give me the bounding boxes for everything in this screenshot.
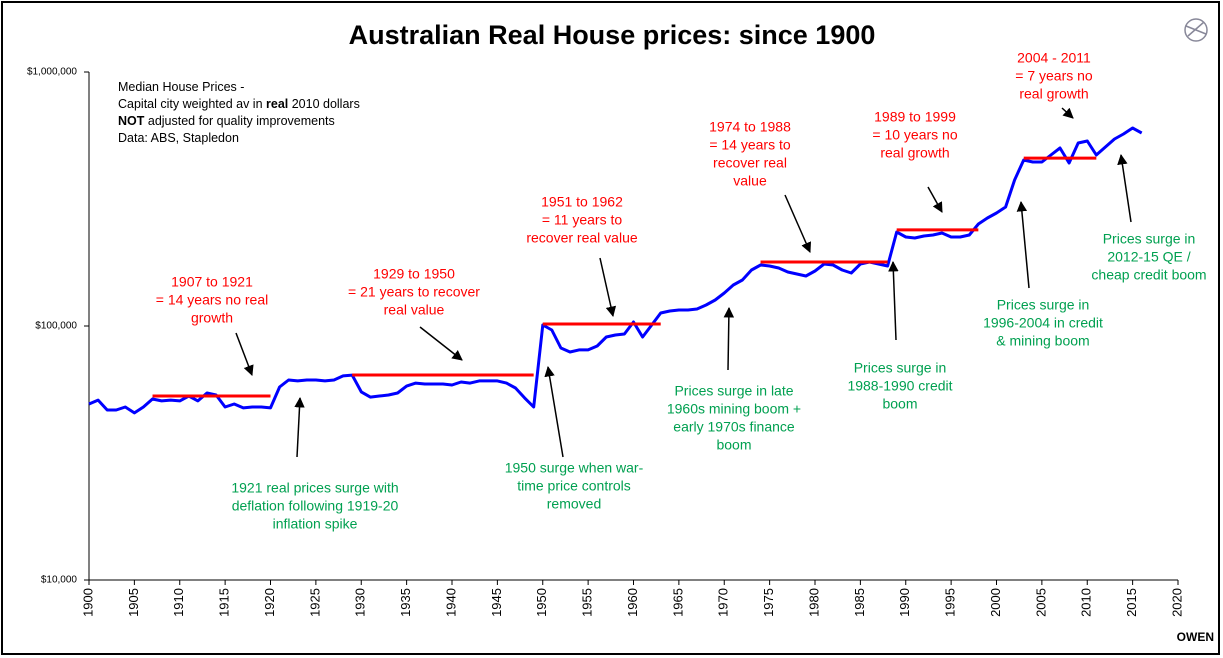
x-tick-label: 2005 bbox=[1033, 588, 1048, 617]
note-text: 2010 dollars bbox=[288, 97, 360, 111]
annotation-text: real value bbox=[384, 302, 445, 318]
logo bbox=[1184, 18, 1208, 42]
x-tick-label: 1955 bbox=[580, 588, 595, 617]
annotation-text: value bbox=[733, 173, 767, 189]
annotation-text: 1960s mining boom + bbox=[667, 401, 801, 417]
annotation-text: 2012-15 QE / bbox=[1107, 249, 1190, 265]
note-text: Median House Prices - bbox=[118, 80, 244, 94]
annotation-text: 1907 to 1921 bbox=[171, 274, 253, 290]
annotation-arrow bbox=[294, 396, 305, 458]
x-tick-label: 1950 bbox=[534, 588, 549, 617]
note-line: Data: ABS, Stapledon bbox=[118, 131, 239, 145]
x-tick-label: 1945 bbox=[489, 588, 504, 617]
price-line bbox=[88, 126, 1143, 415]
x-tick-label: 1920 bbox=[262, 588, 277, 617]
x-tick-label: 1975 bbox=[761, 588, 776, 617]
annotation-text: recover real bbox=[713, 155, 787, 171]
annotation-text: 1988-1990 credit bbox=[847, 378, 952, 394]
annotation-text: Prices surge in bbox=[997, 297, 1090, 313]
note-line: Median House Prices - bbox=[118, 80, 244, 94]
y-tick-label: $100,000 bbox=[35, 321, 77, 332]
annotation-text: real growth bbox=[880, 145, 949, 161]
x-tick-label: 1905 bbox=[126, 588, 141, 617]
footer: OWEN bbox=[1177, 630, 1214, 644]
x-tick-label: 1960 bbox=[625, 588, 640, 617]
annotation-text: time price controls bbox=[517, 478, 631, 494]
annotation-text: deflation following 1919-20 bbox=[232, 498, 399, 514]
x-tick-label: 1935 bbox=[398, 588, 413, 617]
annotation-text: 1950 surge when war- bbox=[505, 460, 644, 476]
annotation-text: 1974 to 1988 bbox=[709, 119, 791, 135]
x-tick-label: 2010 bbox=[1079, 588, 1094, 617]
annotation-text: recover real value bbox=[526, 230, 637, 246]
annotation-text: Prices surge in bbox=[1103, 231, 1196, 247]
annotation-text: 1929 to 1950 bbox=[373, 266, 455, 282]
annotation-arrow bbox=[1061, 107, 1074, 119]
annotation-text: = 14 years to bbox=[709, 137, 791, 153]
chart-title: Australian Real House prices: since 1900 bbox=[349, 20, 876, 50]
annotation-text: 1951 to 1962 bbox=[541, 194, 623, 210]
annotation-arrow bbox=[927, 186, 943, 213]
x-tick-label: 2015 bbox=[1124, 588, 1139, 617]
annotation-arrow bbox=[544, 365, 564, 458]
x-tick-label: 1980 bbox=[806, 588, 821, 617]
note-text: Capital city weighted av in bbox=[118, 97, 266, 111]
note-text: Data: ABS, Stapledon bbox=[118, 131, 239, 145]
annotation-text: Prices surge in late bbox=[674, 383, 793, 399]
annotation-arrow bbox=[888, 260, 899, 341]
annotation-arrow bbox=[784, 194, 812, 253]
x-tick-label: 1900 bbox=[80, 588, 95, 617]
annotation-text: = 7 years no bbox=[1015, 68, 1093, 84]
note-line: NOT adjusted for quality improvements bbox=[118, 114, 335, 128]
annotation-text: real growth bbox=[1019, 86, 1088, 102]
annotation-text: = 11 years to bbox=[542, 212, 623, 228]
annotation-text: 2004 - 2011 bbox=[1017, 50, 1091, 66]
x-tick-label: 1925 bbox=[307, 588, 322, 617]
annotation-arrow bbox=[599, 257, 617, 318]
annotation-arrow bbox=[1016, 200, 1030, 289]
x-tick-label: 1940 bbox=[443, 588, 458, 617]
annotation-text: = 21 years to recover bbox=[348, 284, 480, 300]
x-tick-label: 1910 bbox=[171, 588, 186, 617]
x-tick-label: 1990 bbox=[897, 588, 912, 617]
x-tick-label: 1995 bbox=[943, 588, 958, 617]
y-tick-label: $1,000,000 bbox=[27, 67, 77, 78]
y-tick-label: $10,000 bbox=[41, 575, 78, 586]
x-tick-label: 1985 bbox=[852, 588, 867, 617]
annotation-text: 1921 real prices surge with bbox=[231, 480, 398, 496]
annotation-text: removed bbox=[547, 496, 601, 512]
annotation-text: Prices surge in bbox=[854, 360, 947, 376]
annotation-text: & mining boom bbox=[996, 333, 1089, 349]
annotation-text: inflation spike bbox=[273, 516, 358, 532]
note-text: adjusted for quality improvements bbox=[144, 114, 334, 128]
annotation-arrow bbox=[1117, 153, 1132, 223]
x-tick-label: 1915 bbox=[217, 588, 232, 617]
annotation-arrow bbox=[419, 326, 463, 361]
note-line: Capital city weighted av in real 2010 do… bbox=[118, 97, 360, 111]
annotation-text: 1989 to 1999 bbox=[874, 109, 956, 125]
annotation-text: = 14 years no real bbox=[156, 292, 268, 308]
x-tick-label: 1970 bbox=[716, 588, 731, 617]
note-text: real bbox=[266, 97, 288, 111]
annotation-text: cheap credit boom bbox=[1091, 267, 1206, 283]
annotation-text: 1996-2004 in credit bbox=[983, 315, 1103, 331]
x-tick-label: 2020 bbox=[1169, 588, 1184, 617]
x-tick-label: 1930 bbox=[353, 588, 368, 617]
annotation-text: boom bbox=[882, 396, 917, 412]
annotation-arrow bbox=[235, 332, 254, 376]
note-text: NOT bbox=[118, 114, 145, 128]
x-tick-label: 2000 bbox=[988, 588, 1003, 617]
annotation-arrow bbox=[723, 306, 735, 371]
annotation-text: early 1970s finance bbox=[673, 419, 795, 435]
annotation-text: boom bbox=[716, 437, 751, 453]
annotation-text: = 10 years no bbox=[872, 127, 957, 143]
annotation-text: growth bbox=[191, 310, 233, 326]
x-tick-label: 1965 bbox=[670, 588, 685, 617]
